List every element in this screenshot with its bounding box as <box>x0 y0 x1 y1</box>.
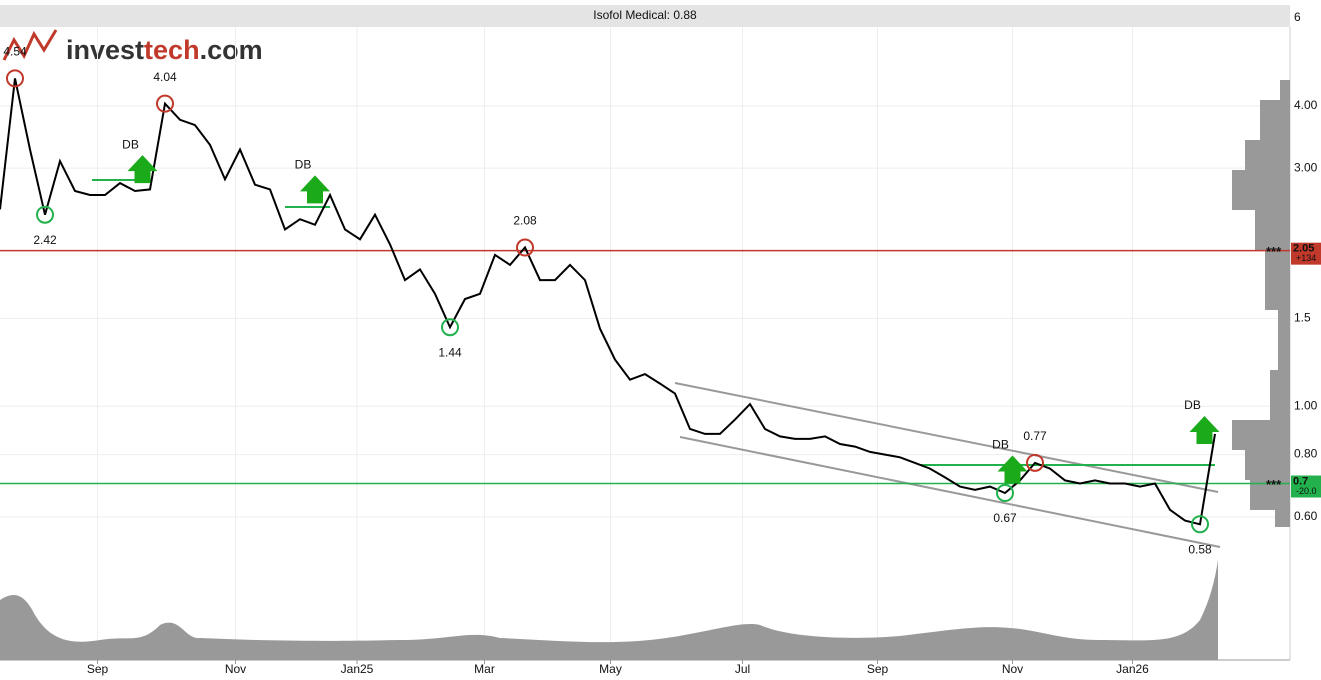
channel-line <box>679 436 1221 548</box>
signal-arrow <box>997 455 1028 484</box>
level-change: -20.0 <box>1296 486 1317 496</box>
x-tick-label: Sep <box>867 662 889 676</box>
logo-part: .com <box>200 35 263 65</box>
high-label: 4.54 <box>3 45 27 59</box>
level-marker: *** <box>1266 244 1282 259</box>
level-label: 0.7 <box>1293 475 1308 487</box>
level-marker: *** <box>1266 477 1282 492</box>
logo-part: invest <box>66 35 144 65</box>
logo-text: investtech.com <box>66 35 263 65</box>
logo-icon <box>2 29 58 61</box>
profile-bar <box>1265 250 1290 310</box>
level-label: 2.05 <box>1293 243 1314 255</box>
x-tick-label: Nov <box>1002 662 1023 676</box>
high-marker <box>6 69 24 88</box>
y-tick-label: 4.00 <box>1294 98 1318 112</box>
y-tick-label: 0.60 <box>1294 509 1318 523</box>
profile-bar <box>1232 420 1290 450</box>
low-marker <box>1191 515 1209 534</box>
high-label: 0.77 <box>1023 429 1047 443</box>
profile-bar <box>1260 100 1290 140</box>
profile-bar <box>1255 210 1290 250</box>
signal-label: DB <box>992 438 1009 452</box>
profile-bar <box>1250 480 1290 510</box>
title-bar <box>0 5 1290 27</box>
chart-title: Isofol Medical: 0.88 <box>593 8 697 22</box>
profile-bar <box>1232 170 1290 210</box>
volume-profile <box>1232 80 1290 527</box>
x-tick-label: Mar <box>474 662 495 676</box>
level-box <box>1291 242 1321 265</box>
profile-bar <box>1278 310 1290 370</box>
high-marker <box>1026 453 1044 472</box>
profile-bar <box>1280 80 1290 100</box>
logo-part: tech <box>144 35 200 65</box>
level-box <box>1291 475 1321 498</box>
profile-bar <box>1275 510 1290 527</box>
signal-arrow <box>127 155 158 184</box>
signal-label: DB <box>122 137 139 151</box>
low-marker <box>441 318 459 337</box>
y-tick-label: 3.00 <box>1294 160 1318 174</box>
profile-bar <box>1245 140 1290 170</box>
high-marker <box>516 238 534 257</box>
x-tick-label: Jan26 <box>1116 662 1149 676</box>
y-tick-label: 1.00 <box>1294 398 1318 412</box>
logo: investtech.com <box>2 29 263 65</box>
signal-label: DB <box>1184 398 1201 412</box>
high-marker <box>156 94 174 113</box>
x-tick-label: Jul <box>735 662 750 676</box>
signal-arrow <box>1189 415 1220 444</box>
y-tick-label: 0.80 <box>1294 447 1318 461</box>
x-tick-label: May <box>599 662 622 676</box>
signal-arrow <box>300 175 330 204</box>
low-label: 1.44 <box>438 345 462 359</box>
y-tick-label: 6 <box>1294 10 1301 24</box>
y-tick-label: 1.5 <box>1294 311 1311 325</box>
x-tick-label: Nov <box>225 662 246 676</box>
channel-line <box>674 382 1219 493</box>
low-label: 2.42 <box>33 233 57 247</box>
high-label: 2.08 <box>513 214 537 228</box>
high-label: 4.04 <box>153 70 177 84</box>
signal-label: DB <box>295 158 312 172</box>
profile-bar <box>1245 450 1290 480</box>
x-tick-label: Jan25 <box>341 662 374 676</box>
x-tick-label: Sep <box>87 662 109 676</box>
price-line <box>0 78 1216 526</box>
low-marker <box>36 205 54 224</box>
low-label: 0.67 <box>993 511 1017 525</box>
profile-bar <box>1270 370 1290 420</box>
volume-area <box>0 560 1218 660</box>
level-change: +134 <box>1296 253 1316 263</box>
low-marker <box>996 483 1014 502</box>
low-label: 0.58 <box>1188 542 1212 556</box>
